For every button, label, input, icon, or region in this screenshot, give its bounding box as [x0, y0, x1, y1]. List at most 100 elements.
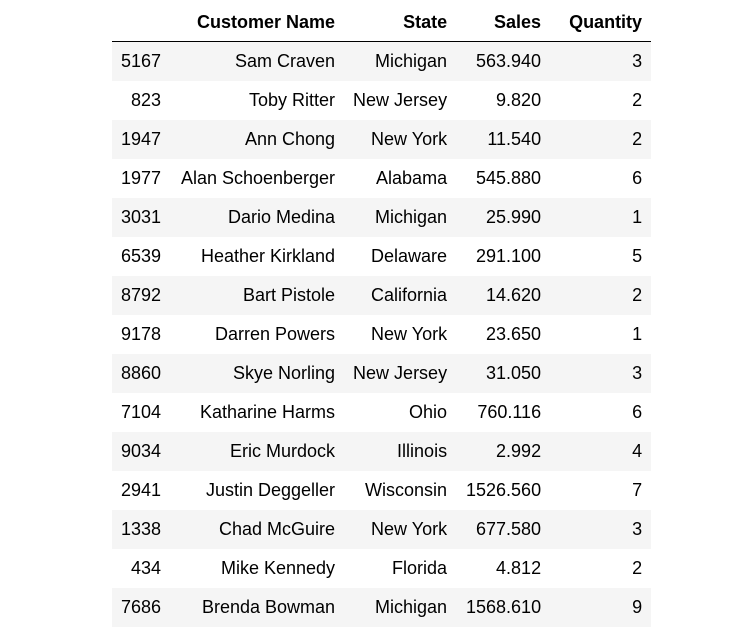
customer-name-cell: Chad McGuire — [219, 519, 336, 539]
table-row: 434 Mike Kennedy Florida 4.812 2 — [112, 549, 652, 588]
state-cell: Michigan — [375, 51, 448, 71]
sales-cell: 545.880 — [476, 168, 542, 188]
table-row: 1338 Chad McGuire New York 677.580 3 — [112, 510, 652, 549]
header-index — [112, 3, 171, 42]
quantity-cell: 4 — [632, 441, 643, 461]
customer-name-cell: Justin Deggeller — [205, 480, 336, 500]
sales-cell: 9.820 — [496, 90, 542, 110]
table-row: 6539 Heather Kirkland Delaware 291.100 5 — [112, 237, 652, 276]
state-cell: New Jersey — [353, 90, 448, 110]
quantity-cell: 2 — [632, 129, 643, 149]
customer-name-cell: Ann Chong — [244, 129, 336, 149]
dataframe-table: Customer Name State Sales Quantity 5167 S… — [112, 3, 652, 627]
row-index: 434 — [131, 558, 162, 578]
customer-name-cell: Brenda Bowman — [201, 597, 336, 617]
sales-cell: 563.940 — [476, 51, 542, 71]
row-index: 1338 — [121, 519, 162, 539]
row-index: 7686 — [121, 597, 162, 617]
customer-name-cell: Heather Kirkland — [200, 246, 336, 266]
customer-name-cell: Katharine Harms — [199, 402, 336, 422]
sales-cell: 760.116 — [477, 402, 542, 422]
sales-cell: 677.580 — [476, 519, 542, 539]
customer-name-cell: Sam Craven — [235, 51, 336, 71]
state-cell: Alabama — [376, 168, 448, 188]
sales-cell: 4.812 — [496, 558, 542, 578]
state-cell: Wisconsin — [365, 480, 448, 500]
quantity-cell: 6 — [632, 402, 643, 422]
sales-cell: 1568.610 — [466, 597, 542, 617]
header-row: Customer Name State Sales Quantity — [112, 3, 652, 42]
row-index: 9034 — [121, 441, 162, 461]
table-header: Customer Name State Sales Quantity — [112, 3, 652, 42]
table-row: 7104 Katharine Harms Ohio 760.116 6 — [112, 393, 652, 432]
state-cell: New Jersey — [353, 363, 448, 383]
quantity-cell: 1 — [632, 324, 643, 344]
quantity-cell: 3 — [632, 363, 643, 383]
header-sales: Sales — [456, 3, 551, 42]
sales-cell: 31.050 — [486, 363, 542, 383]
table-row: 1977 Alan Schoenberger Alabama 545.880 6 — [112, 159, 652, 198]
table-row: 9178 Darren Powers New York 23.650 1 — [112, 315, 652, 354]
table-row: 8860 Skye Norling New Jersey 31.050 3 — [112, 354, 652, 393]
table-row: 3031 Dario Medina Michigan 25.990 1 — [112, 198, 652, 237]
quantity-cell: 6 — [632, 168, 643, 188]
table-row: 7686 Brenda Bowman Michigan 1568.610 9 — [112, 588, 652, 627]
table-row: 2941 Justin Deggeller Wisconsin 1526.560 7 — [112, 471, 652, 510]
quantity-cell: 9 — [632, 597, 643, 617]
sales-cell: 14.620 — [486, 285, 542, 305]
header-state: State — [344, 3, 457, 42]
state-cell: California — [371, 285, 448, 305]
table-row: 5167 Sam Craven Michigan 563.940 3 — [112, 41, 652, 81]
quantity-cell: 2 — [632, 558, 643, 578]
state-cell: Michigan — [375, 207, 448, 227]
dataframe-output: Customer Name State Sales Quantity 5167 S… — [112, 3, 652, 627]
state-cell: New York — [371, 324, 448, 344]
state-cell: Illinois — [397, 441, 448, 461]
row-index: 823 — [131, 90, 162, 110]
quantity-cell: 2 — [632, 285, 643, 305]
table-body: 5167 Sam Craven Michigan 563.940 3 823 Toby Ri… — [112, 41, 652, 627]
row-index: 8792 — [121, 285, 162, 305]
state-cell: Delaware — [371, 246, 448, 266]
customer-name-cell: Darren Powers — [215, 324, 336, 344]
customer-name-cell: Eric Murdock — [230, 441, 336, 461]
state-cell: Michigan — [375, 597, 448, 617]
customer-name-cell: Bart Pistole — [243, 285, 336, 305]
customer-name-cell: Skye Norling — [233, 363, 336, 383]
quantity-cell: 7 — [632, 480, 643, 500]
state-cell: Ohio — [409, 402, 448, 422]
row-index: 8860 — [121, 363, 162, 383]
table-row: 9034 Eric Murdock Illinois 2.992 4 — [112, 432, 652, 471]
customer-name-cell: Toby Ritter — [249, 90, 336, 110]
row-index: 1947 — [121, 129, 162, 149]
table-row: 1947 Ann Chong New York 11.540 2 — [112, 120, 652, 159]
sales-cell: 291.100 — [476, 246, 542, 266]
header-quantity: Quantity — [550, 3, 652, 42]
row-index: 3031 — [121, 207, 162, 227]
quantity-cell: 2 — [632, 90, 643, 110]
row-index: 6539 — [121, 246, 162, 266]
state-cell: Florida — [392, 558, 448, 578]
quantity-cell: 3 — [632, 51, 643, 71]
header-customer-name: Customer Name — [170, 3, 345, 42]
sales-cell: 23.650 — [486, 324, 542, 344]
row-index: 5167 — [121, 51, 162, 71]
sales-cell: 2.992 — [496, 441, 542, 461]
quantity-cell: 5 — [632, 246, 643, 266]
row-index: 7104 — [121, 402, 162, 422]
table-row: 8792 Bart Pistole California 14.620 2 — [112, 276, 652, 315]
sales-cell: 1526.560 — [466, 480, 542, 500]
customer-name-cell: Dario Medina — [227, 207, 336, 227]
sales-cell: 11.540 — [487, 129, 542, 149]
row-index: 2941 — [121, 480, 162, 500]
customer-name-cell: Alan Schoenberger — [180, 168, 336, 188]
quantity-cell: 1 — [632, 207, 643, 227]
quantity-cell: 3 — [632, 519, 643, 539]
row-index: 9178 — [121, 324, 162, 344]
customer-name-cell: Mike Kennedy — [220, 558, 336, 578]
row-index: 1977 — [121, 168, 162, 188]
table-row: 823 Toby Ritter New Jersey 9.820 2 — [112, 81, 652, 120]
state-cell: New York — [371, 129, 448, 149]
sales-cell: 25.990 — [486, 207, 542, 227]
state-cell: New York — [371, 519, 448, 539]
